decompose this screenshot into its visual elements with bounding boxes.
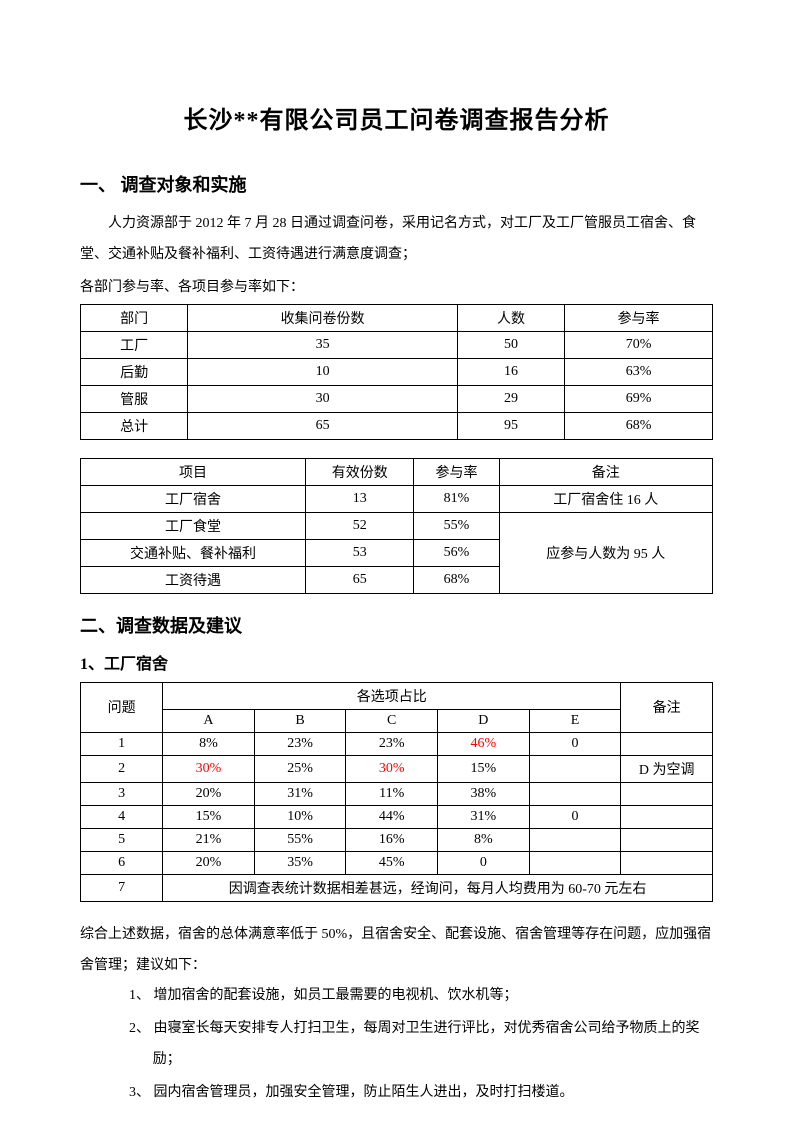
dept-header: 人数 <box>457 304 564 331</box>
table-row: 5 21% 55% 16% 8% <box>81 828 713 851</box>
page-title: 长沙**有限公司员工问卷调查报告分析 <box>80 100 713 135</box>
table-row: 管服302969% <box>81 385 713 412</box>
item-header: 有效份数 <box>306 458 414 485</box>
table-row: 1 8% 23% 23% 46% 0 <box>81 732 713 755</box>
item-header: 参与率 <box>414 458 499 485</box>
row7-text: 因调查表统计数据相差甚远，经询问，每月人均费用为 60-70 元左右 <box>163 874 713 901</box>
section1-intro: 人力资源部于 2012 年 7 月 28 日通过调查问卷，采用记名方式，对工厂及… <box>80 209 713 271</box>
col-opt: B <box>254 709 346 732</box>
table-row: 部门 收集问卷份数 人数 参与率 <box>81 304 713 331</box>
item-header: 项目 <box>81 458 306 485</box>
table-row: 工厂355070% <box>81 331 713 358</box>
dept-header: 参与率 <box>565 304 713 331</box>
col-opt: C <box>346 709 438 732</box>
col-opt: D <box>438 709 530 732</box>
dorm-summary: 综合上述数据，宿舍的总体满意率低于 50%，且宿舍安全、配套设施、宿舍管理等存在… <box>80 920 713 982</box>
table-row: 3 20% 31% 11% 38% <box>81 782 713 805</box>
section2-sub1-heading: 1、工厂宿舍 <box>80 650 713 674</box>
table-row: 工厂食堂 52 55% 应参与人数为 95 人 <box>81 512 713 539</box>
col-question: 问题 <box>81 682 163 732</box>
table-row: 6 20% 35% 45% 0 <box>81 851 713 874</box>
dept-header: 部门 <box>81 304 188 331</box>
table-departments: 部门 收集问卷份数 人数 参与率 工厂355070% 后勤101663% 管服3… <box>80 304 713 440</box>
table-row: 问题 各选项占比 备注 <box>81 682 713 709</box>
section1-subline: 各部门参与率、各项目参与率如下： <box>80 275 713 300</box>
table-items: 项目 有效份数 参与率 备注 工厂宿舍 13 81% 工厂宿舍住 16 人 工厂… <box>80 458 713 594</box>
table-row: 项目 有效份数 参与率 备注 <box>81 458 713 485</box>
table-row: A B C D E <box>81 709 713 732</box>
section1-heading: 一、 调查对象和实施 <box>80 171 713 197</box>
dept-header: 收集问卷份数 <box>188 304 458 331</box>
table-row: 4 15% 10% 44% 31% 0 <box>81 805 713 828</box>
section2-heading: 二、调查数据及建议 <box>80 612 713 638</box>
recommendation-list: 1、 增加宿舍的配套设施，如员工最需要的电视机、饮水机等； 2、 由寝室长每天安… <box>80 981 713 1108</box>
item-header: 备注 <box>499 458 712 485</box>
col-opt: E <box>529 709 621 732</box>
table-dorm-survey: 问题 各选项占比 备注 A B C D E 1 8% 23% 23% 46% 0… <box>80 682 713 902</box>
table-row: 工厂宿舍 13 81% 工厂宿舍住 16 人 <box>81 485 713 512</box>
table-row: 7 因调查表统计数据相差甚远，经询问，每月人均费用为 60-70 元左右 <box>81 874 713 901</box>
list-item: 2、 由寝室长每天安排专人打扫卫生，每周对卫生进行评比，对优秀宿舍公司给予物质上… <box>129 1014 713 1076</box>
table-row: 2 30% 25% 30% 15% D 为空调 <box>81 755 713 782</box>
col-group: 各选项占比 <box>163 682 621 709</box>
table-row: 总计659568% <box>81 412 713 439</box>
list-item: 1、 增加宿舍的配套设施，如员工最需要的电视机、饮水机等； <box>129 981 713 1012</box>
table-row: 后勤101663% <box>81 358 713 385</box>
col-opt: A <box>163 709 255 732</box>
merged-note: 应参与人数为 95 人 <box>499 512 712 593</box>
col-note: 备注 <box>621 682 713 732</box>
list-item: 3、 园内宿舍管理员，加强安全管理，防止陌生人进出，及时打扫楼道。 <box>129 1078 713 1109</box>
